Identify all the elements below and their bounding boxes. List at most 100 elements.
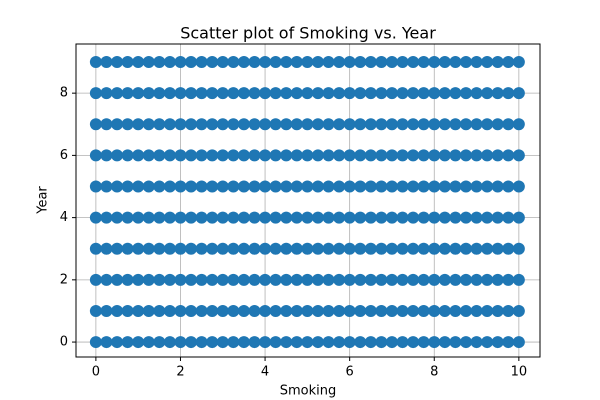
point <box>428 242 441 255</box>
point <box>163 87 176 100</box>
point <box>502 180 515 193</box>
point <box>163 304 176 317</box>
point <box>512 211 525 224</box>
point <box>512 56 525 69</box>
point <box>375 118 388 131</box>
point <box>185 336 198 349</box>
point <box>470 242 483 255</box>
point <box>227 87 240 100</box>
point <box>385 149 398 162</box>
point <box>100 304 113 317</box>
point <box>185 304 198 317</box>
point <box>163 211 176 224</box>
point <box>280 149 293 162</box>
point <box>259 56 272 69</box>
point <box>280 180 293 193</box>
point <box>185 242 198 255</box>
point <box>121 118 134 131</box>
point <box>481 242 494 255</box>
point <box>470 336 483 349</box>
point <box>481 87 494 100</box>
point <box>121 304 134 317</box>
point <box>333 149 346 162</box>
point <box>132 180 145 193</box>
point <box>385 87 398 100</box>
point <box>470 304 483 317</box>
point <box>438 118 451 131</box>
point <box>111 180 124 193</box>
point <box>311 304 324 317</box>
point <box>407 211 420 224</box>
point <box>142 87 155 100</box>
point <box>322 273 335 286</box>
point <box>111 87 124 100</box>
point <box>343 149 356 162</box>
point <box>364 273 377 286</box>
point <box>269 56 282 69</box>
point <box>100 87 113 100</box>
point <box>89 211 102 224</box>
point <box>343 211 356 224</box>
point <box>174 180 187 193</box>
point <box>512 304 525 317</box>
point <box>396 180 409 193</box>
y-tick-label: 0 <box>60 335 68 350</box>
point <box>322 56 335 69</box>
point <box>407 304 420 317</box>
point <box>174 56 187 69</box>
point <box>311 211 324 224</box>
point <box>354 336 367 349</box>
point <box>385 336 398 349</box>
point <box>311 87 324 100</box>
point <box>354 149 367 162</box>
point <box>428 149 441 162</box>
plot-frame <box>75 43 541 358</box>
point <box>132 336 145 349</box>
point <box>481 273 494 286</box>
point <box>385 211 398 224</box>
point <box>227 304 240 317</box>
point <box>333 336 346 349</box>
point <box>153 87 166 100</box>
point <box>227 336 240 349</box>
point <box>89 149 102 162</box>
point <box>417 87 430 100</box>
point <box>280 118 293 131</box>
x-tick-label: 10 <box>511 365 528 380</box>
point <box>195 273 208 286</box>
point <box>142 180 155 193</box>
point <box>364 180 377 193</box>
point <box>237 149 250 162</box>
point <box>449 242 462 255</box>
point <box>481 304 494 317</box>
point <box>301 304 314 317</box>
point <box>280 336 293 349</box>
point <box>354 211 367 224</box>
point <box>195 56 208 69</box>
point <box>333 87 346 100</box>
point <box>153 211 166 224</box>
point <box>259 87 272 100</box>
point <box>163 180 176 193</box>
point <box>428 180 441 193</box>
point <box>459 273 472 286</box>
y-tick-label: 6 <box>60 148 68 163</box>
point <box>375 87 388 100</box>
point <box>121 56 134 69</box>
point <box>449 118 462 131</box>
point <box>185 273 198 286</box>
point <box>301 242 314 255</box>
point <box>111 211 124 224</box>
point <box>174 118 187 131</box>
point <box>111 273 124 286</box>
point <box>227 242 240 255</box>
point <box>502 118 515 131</box>
point <box>311 180 324 193</box>
point <box>269 87 282 100</box>
point <box>428 304 441 317</box>
point <box>111 56 124 69</box>
point <box>248 118 261 131</box>
point <box>502 211 515 224</box>
point <box>259 211 272 224</box>
point <box>290 149 303 162</box>
